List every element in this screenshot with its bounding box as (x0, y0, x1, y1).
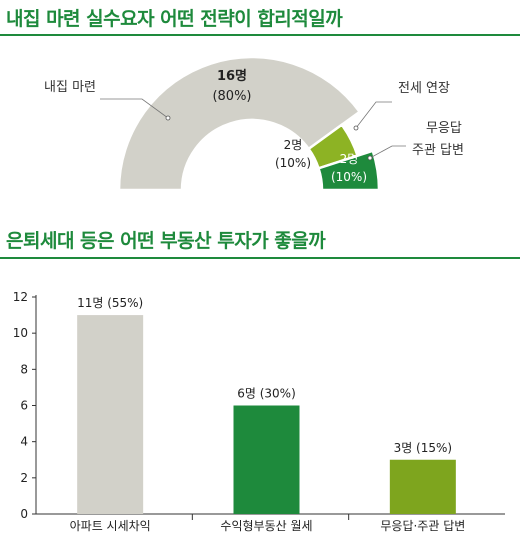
pie-slice-percent-label: (80%) (212, 89, 251, 104)
section2-title: 은퇴세대 등은 어떤 부동산 투자가 좋을까 (6, 230, 326, 252)
x-tick-label: 수익형부동산 월세 (220, 519, 312, 533)
bar-data-label: 6명 (30%) (237, 387, 296, 401)
y-tick-label: 6 (20, 399, 28, 413)
y-tick-label: 2 (20, 471, 28, 485)
y-tick-label: 8 (20, 362, 28, 376)
pie-slice (117, 55, 362, 192)
x-tick-label: 아파트 시세차익 (70, 519, 151, 533)
pie-leader-line (355, 101, 392, 129)
pie-slice-category-label: 주관 답변 (412, 143, 464, 158)
pie-slice-value-label: 2명 (340, 152, 359, 166)
pie-slice-category-label: 내집 마련 (44, 80, 96, 95)
bar-data-label: 3명 (15%) (394, 441, 453, 455)
pie-leader-dot (353, 125, 359, 131)
x-tick-label: 무응답·주관 답변 (380, 519, 465, 533)
pie-slice-value-label: 16명 (217, 68, 247, 84)
y-tick-label: 10 (13, 326, 28, 340)
bar-data-label: 11명 (55%) (77, 296, 143, 310)
pie-leader-dot (367, 155, 373, 161)
pie-slice (316, 149, 381, 192)
section1-title: 내집 마련 실수요자 어떤 전략이 합리적일까 (6, 8, 343, 30)
pie-slice-percent-label: (10%) (331, 170, 367, 184)
pie-slice-category-label: 전세 연장 (398, 81, 450, 96)
bar (389, 459, 456, 514)
pie-leader-line (100, 98, 169, 119)
bar (77, 315, 144, 514)
pie-slice-value-label: 2명 (284, 138, 303, 152)
y-tick-label: 0 (20, 507, 28, 521)
pie-leader-line (369, 145, 406, 159)
pie-slice-category-label: 무응답 (426, 121, 462, 136)
section2-rule (0, 257, 520, 259)
y-tick-label: 4 (20, 435, 28, 449)
pie-slice-percent-label: (10%) (275, 156, 311, 170)
pie-leader-dot (165, 115, 171, 121)
y-tick-label: 12 (13, 290, 28, 304)
bar (233, 405, 300, 514)
section1-rule (0, 34, 520, 36)
